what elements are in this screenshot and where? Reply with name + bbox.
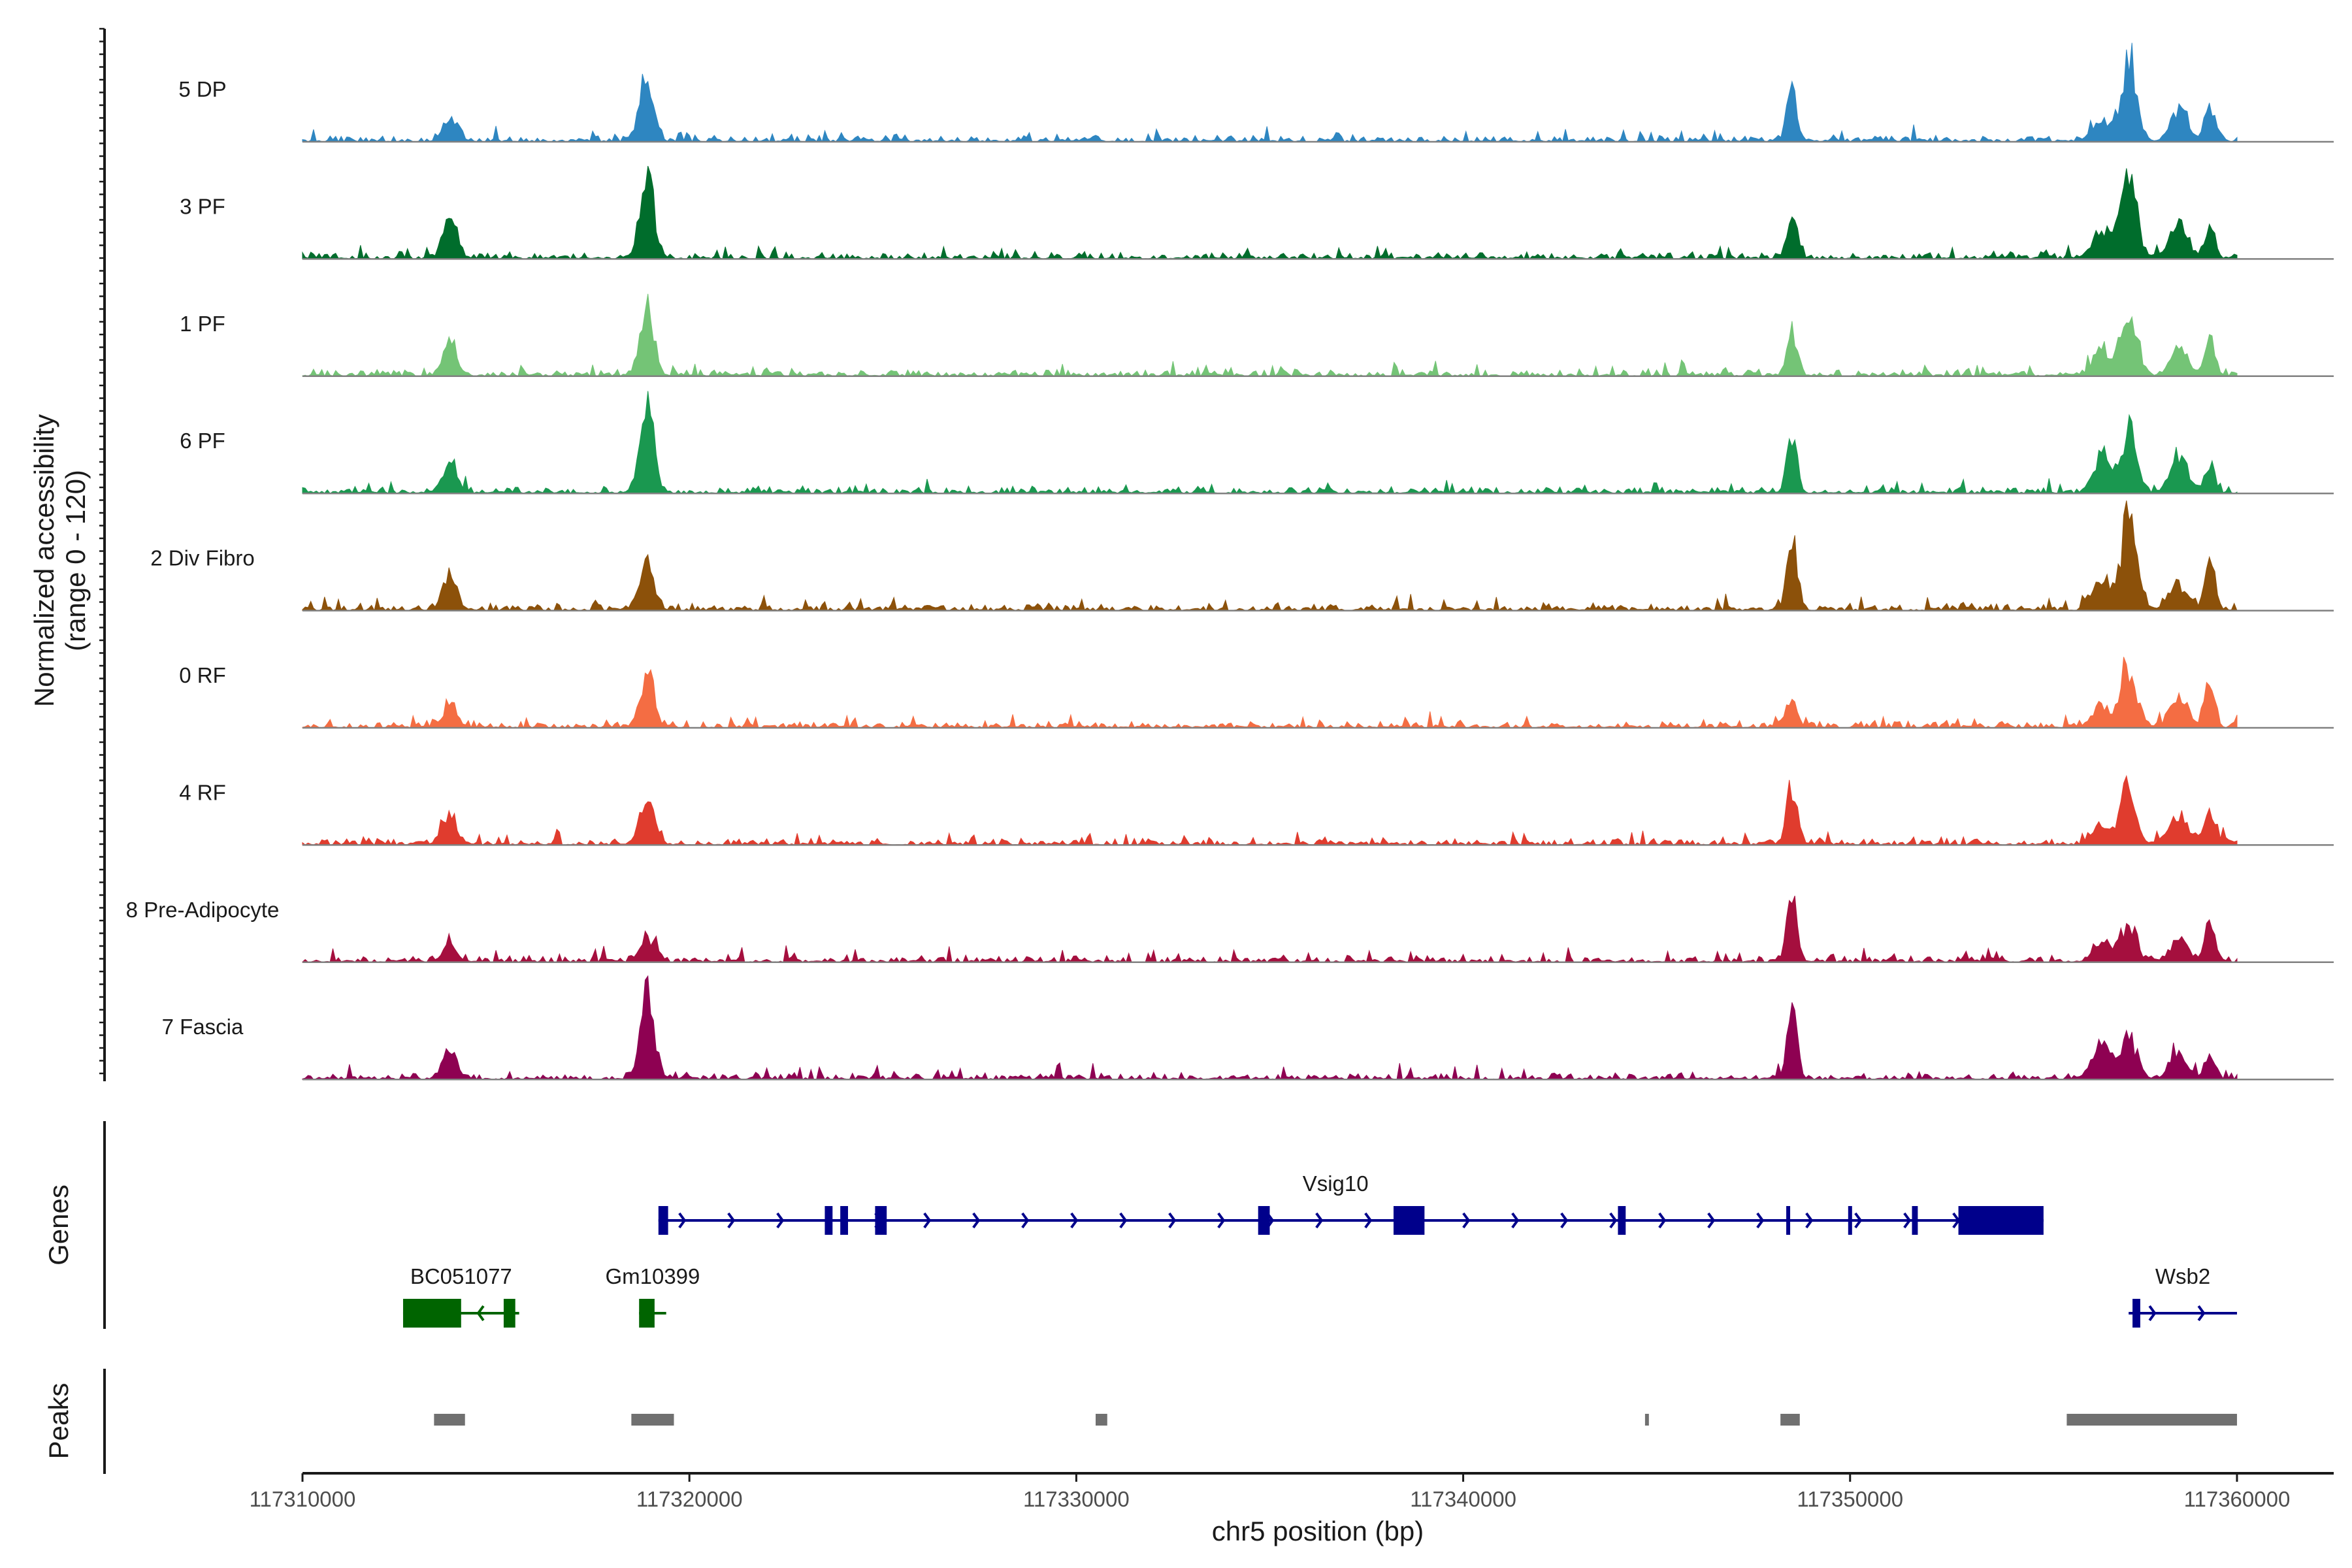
- strand-arrow: [923, 1212, 932, 1229]
- genes-track-label: Genes: [43, 1184, 74, 1266]
- y-axis-title-line2: (range 0 - 120): [60, 470, 91, 651]
- coverage-track: 7 Fascia: [162, 975, 2334, 1081]
- gene-label: Vsig10: [1303, 1171, 1369, 1196]
- coverage-area: [302, 896, 2238, 964]
- x-axis-ticks: 117310000 117320000 117330000 117340000 1173…: [250, 1473, 2291, 1511]
- coverage-tracks: 5 DP 3 PF 1 PF 6 PF 2 Div Fibro 0 RF 4 RF 8 Pre…: [126, 42, 2334, 1081]
- track-label: 7 Fascia: [162, 1015, 244, 1039]
- strand-arrow: [1511, 1212, 1520, 1229]
- y-axis-title-line1: Normalized accessibility: [29, 414, 59, 707]
- coverage-area: [302, 500, 2238, 612]
- coverage-track: 8 Pre-Adipocyte: [126, 896, 2334, 964]
- gene-exon: [1848, 1206, 1852, 1235]
- track-label: 4 RF: [179, 780, 226, 804]
- strand-arrow: [1021, 1212, 1030, 1229]
- strand-arrow: [2197, 1305, 2206, 1322]
- coverage-track: 5 DP: [178, 42, 2334, 143]
- strand-arrow: [1070, 1212, 1079, 1229]
- gene-label: BC051077: [410, 1264, 512, 1288]
- gene-exon: [658, 1206, 668, 1235]
- strand-arrow: [1217, 1212, 1226, 1229]
- coverage-track: 2 Div Fibro: [150, 500, 2334, 612]
- gene-exon: [840, 1206, 848, 1235]
- x-tick-label: 117320000: [636, 1487, 743, 1511]
- strand-arrow: [1315, 1212, 1324, 1229]
- peaks-track: [434, 1414, 2237, 1426]
- strand-arrow: [1119, 1212, 1128, 1229]
- coverage-track: 3 PF: [180, 165, 2334, 260]
- gene-exon: [1786, 1206, 1791, 1235]
- gene-exon: [1912, 1206, 1918, 1235]
- peak-region: [1095, 1414, 1107, 1426]
- gene-exon: [2132, 1299, 2140, 1328]
- strand-arrow: [1168, 1212, 1177, 1229]
- x-tick-label: 117310000: [250, 1487, 356, 1511]
- strand-arrow: [1609, 1212, 1618, 1229]
- gene-exon: [875, 1206, 887, 1235]
- coverage-track: 1 PF: [180, 293, 2334, 378]
- peak-region: [631, 1414, 674, 1426]
- y-axis-title: Normalized accessibility (range 0 - 120): [29, 414, 91, 707]
- gene-model: Wsb2: [2129, 1264, 2237, 1328]
- x-tick-label: 117330000: [1023, 1487, 1130, 1511]
- gene-exon: [1393, 1206, 1425, 1235]
- x-axis-title: chr5 position (bp): [1212, 1516, 1424, 1546]
- peak-region: [1644, 1414, 1649, 1426]
- gene-exon: [825, 1206, 833, 1235]
- track-label: 0 RF: [179, 663, 226, 687]
- peak-region: [2066, 1414, 2237, 1426]
- track-label: 8 Pre-Adipocyte: [126, 898, 280, 922]
- coverage-area: [302, 293, 2238, 378]
- strand-arrow: [1364, 1212, 1373, 1229]
- gene-exon: [503, 1299, 515, 1328]
- x-tick-label: 117350000: [1797, 1487, 1903, 1511]
- gene-label: Gm10399: [605, 1264, 700, 1288]
- track-label: 3 PF: [180, 194, 225, 218]
- track-label: 5 DP: [178, 77, 226, 101]
- coverage-track: 4 RF: [179, 775, 2334, 846]
- x-tick-label: 117360000: [2184, 1487, 2291, 1511]
- peaks-track-label: Peaks: [43, 1383, 74, 1460]
- gene-label: Wsb2: [2155, 1264, 2210, 1288]
- gene-exon: [402, 1299, 461, 1328]
- strand-arrow: [1462, 1212, 1471, 1229]
- coverage-area: [302, 391, 2238, 495]
- gene-model: BC051077: [402, 1264, 519, 1328]
- coverage-area: [302, 975, 2238, 1081]
- coverage-track: 0 RF: [179, 657, 2334, 729]
- strand-arrow: [1805, 1212, 1814, 1229]
- strand-arrow: [1756, 1212, 1765, 1229]
- gene-model: Gm10399: [605, 1264, 700, 1328]
- gene-exon: [1258, 1206, 1270, 1235]
- peak-region: [434, 1414, 465, 1426]
- coverage-y-ticks: [99, 27, 105, 1075]
- coverage-area: [302, 657, 2238, 729]
- coverage-area: [302, 775, 2238, 846]
- track-label: 1 PF: [180, 312, 225, 336]
- gene-exon: [1618, 1206, 1626, 1235]
- coverage-area: [302, 165, 2238, 260]
- track-label: 6 PF: [180, 429, 225, 453]
- peak-region: [1780, 1414, 1800, 1426]
- strand-arrow: [727, 1212, 736, 1229]
- strand-arrow: [776, 1212, 785, 1229]
- strand-arrow: [1658, 1212, 1667, 1229]
- gene-exon: [1958, 1206, 2044, 1235]
- track-label: 2 Div Fibro: [150, 546, 255, 570]
- coverage-area: [302, 42, 2238, 143]
- strand-arrow: [1854, 1212, 1863, 1229]
- coverage-track: 6 PF: [180, 391, 2334, 495]
- strand-arrow: [972, 1212, 981, 1229]
- strand-arrow: [1707, 1212, 1716, 1229]
- strand-arrow: [2148, 1305, 2157, 1322]
- gene-exon: [639, 1299, 655, 1328]
- strand-arrow: [476, 1305, 485, 1322]
- genes-track: Vsig10 BC051077 Gm10399 Wsb2: [402, 1171, 2237, 1328]
- gene-model: Vsig10: [658, 1171, 2044, 1235]
- strand-arrow: [1560, 1212, 1569, 1229]
- strand-arrow: [678, 1212, 687, 1229]
- x-tick-label: 117340000: [1410, 1487, 1516, 1511]
- strand-arrow: [1903, 1212, 1912, 1229]
